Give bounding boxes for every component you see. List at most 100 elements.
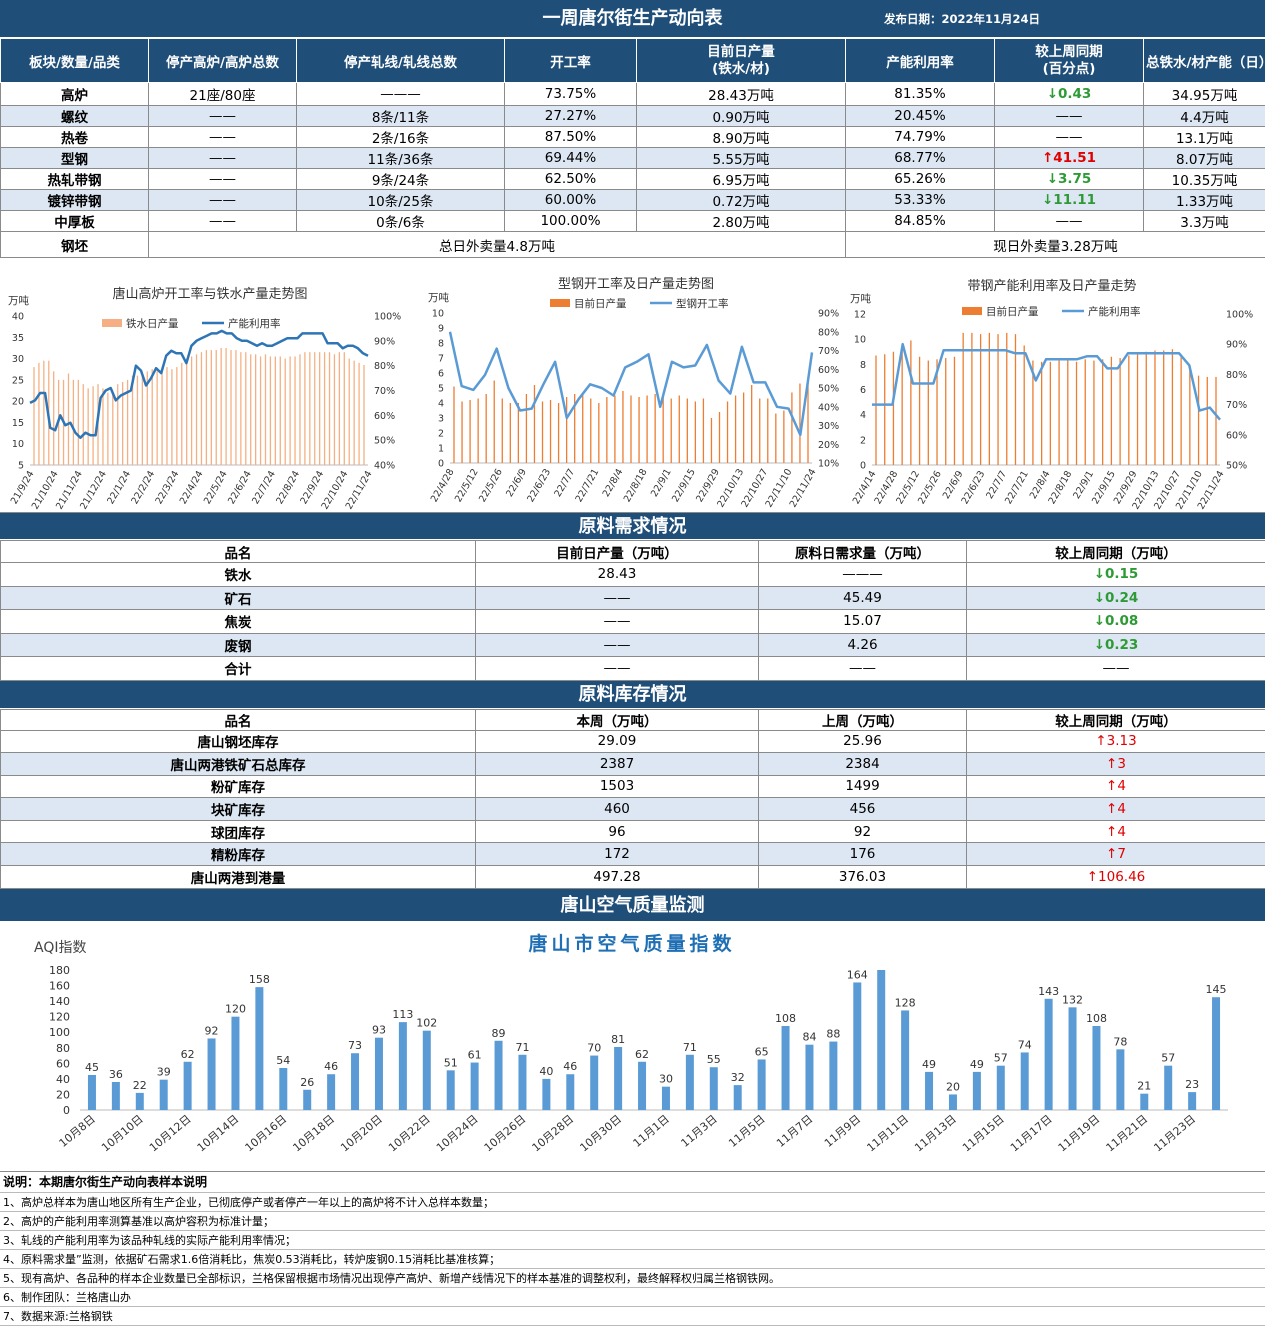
aqi-data-label: 78: [1113, 1035, 1127, 1048]
aqi-bar: [1116, 1049, 1124, 1110]
right-tick-label: 30%: [818, 421, 839, 432]
inventory-previous: 176: [759, 843, 967, 866]
daily-capacity: 8.07万吨: [1144, 148, 1265, 169]
right-tick-label: 100%: [374, 312, 401, 323]
col-header-category: 板块/数量/品类: [1, 39, 149, 83]
left-tick-label: 10: [854, 335, 866, 346]
inventory-col-previous: 上周（万吨）: [759, 709, 967, 730]
left-tick-label: 10: [12, 439, 24, 450]
stopped-furnace: 21座/80座: [149, 83, 297, 106]
demand-col-name: 品名: [1, 541, 476, 563]
aqi-y-tick: 40: [56, 1073, 70, 1086]
inventory-current: 460: [476, 798, 759, 821]
aqi-data-label: 49: [970, 1058, 984, 1071]
aqi-y-tick: 120: [49, 1010, 70, 1023]
aqi-data-label: 40: [539, 1065, 553, 1078]
aqi-x-tick: 11月13日: [912, 1112, 959, 1154]
aqi-data-label: 61: [468, 1048, 482, 1061]
aqi-bar: [829, 1041, 837, 1109]
left-tick-label: 5: [18, 461, 24, 472]
inventory-previous: 456: [759, 798, 967, 821]
capacity-utilization: 74.79%: [846, 127, 995, 148]
aqi-data-label: 108: [775, 1012, 796, 1025]
x-tick-label: 22/8/4: [601, 467, 626, 499]
right-tick-label: 40%: [374, 461, 395, 472]
aqi-y-tick: 60: [56, 1057, 70, 1070]
left-axis-unit: 万吨: [850, 292, 871, 305]
aqi-bar: [255, 987, 263, 1110]
aqi-y-tick: 100: [49, 1026, 70, 1039]
aqi-x-tick: 11月15日: [960, 1112, 1007, 1154]
aqi-bar: [303, 1089, 311, 1109]
inventory-col-current: 本周（万吨）: [476, 709, 759, 730]
daily-capacity: 4.4万吨: [1144, 106, 1265, 127]
aqi-bar: [542, 1079, 550, 1110]
inventory-wow: ↑7: [967, 843, 1265, 866]
aqi-bar: [590, 1055, 598, 1109]
col-header-wow: 较上周同期 (百分点): [995, 39, 1144, 83]
x-tick-label: 22/8/18: [622, 467, 650, 504]
strip-steel-chart: 带钢产能利用率及日产量走势万吨目前日产量产能利用率121086420100%90…: [842, 258, 1265, 513]
aqi-bar: [112, 1082, 120, 1110]
aqi-bar: [351, 1053, 359, 1110]
aqi-x-tick: 10月28日: [530, 1112, 577, 1154]
inventory-current: 29.09: [476, 730, 759, 753]
daily-capacity: 34.95万吨: [1144, 83, 1265, 106]
current-output: ——: [476, 657, 759, 681]
section-steel-chart: 型钢开工率及日产量走势图万吨目前日产量型钢开工率10987654321090%8…: [410, 258, 842, 513]
material-name: 合计: [1, 657, 476, 681]
aqi-data-label: 143: [1038, 984, 1059, 997]
demand-wow: ↓0.23: [967, 633, 1265, 657]
right-tick-label: 80%: [1226, 370, 1247, 381]
aqi-bar: [662, 1086, 670, 1109]
aqi-x-tick: 11月17日: [1008, 1112, 1055, 1154]
furnace-chart: 唐山高炉开工率与铁水产量走势图万吨铁水日产量产能利用率4035302520151…: [0, 258, 410, 513]
notes-head: 说明：本期唐尔街生产动向表样本说明: [0, 1172, 1265, 1193]
aqi-data-label: 92: [205, 1024, 219, 1037]
aqi-x-tick: 10月30日: [577, 1112, 624, 1154]
left-tick-label: 4: [438, 399, 444, 410]
col-header-output-line2: (铁水/材): [639, 61, 843, 78]
left-tick-label: 6: [438, 369, 444, 380]
aqi-x-tick: 10月8日: [57, 1112, 98, 1150]
daily-output: 6.95万吨: [637, 169, 846, 190]
operating-rate: 87.50%: [505, 127, 637, 148]
capacity-utilization: 84.85%: [846, 211, 995, 232]
aqi-data-label: 51: [444, 1056, 458, 1069]
aqi-bar: [925, 1072, 933, 1110]
demand-col-need: 原料日需求量（万吨）: [759, 541, 967, 563]
left-tick-label: 7: [438, 354, 444, 365]
aqi-x-tick: 11月11日: [864, 1112, 911, 1154]
left-axis-unit: 万吨: [8, 294, 29, 307]
aqi-x-tick: 11月9日: [822, 1112, 863, 1150]
aqi-data-label: 128: [895, 996, 916, 1009]
inventory-current: 172: [476, 843, 759, 866]
daily-capacity: 3.3万吨: [1144, 211, 1265, 232]
stopped-lines: 0条/6条: [297, 211, 505, 232]
inventory-wow: ↑4: [967, 775, 1265, 798]
aqi-x-tick: 10月22日: [386, 1112, 433, 1154]
aqi-bar: [471, 1062, 479, 1109]
aqi-data-label: 71: [515, 1040, 529, 1053]
week-over-week: ——: [995, 106, 1144, 127]
aqi-bar: [1045, 998, 1053, 1109]
x-tick-label: 22/6/23: [525, 467, 553, 504]
category-name: 中厚板: [1, 211, 149, 232]
right-tick-label: 50%: [374, 436, 395, 447]
week-over-week: ↓0.43: [995, 83, 1144, 106]
aqi-bar: [423, 1030, 431, 1109]
inventory-current: 2387: [476, 753, 759, 776]
aqi-data-label: 158: [249, 973, 270, 986]
legend-bar-swatch: [102, 319, 122, 327]
left-tick-label: 35: [12, 333, 24, 344]
right-tick-label: 50%: [818, 384, 839, 395]
aqi-data-label: 62: [635, 1047, 649, 1060]
daily-output: 28.43万吨: [637, 83, 846, 106]
